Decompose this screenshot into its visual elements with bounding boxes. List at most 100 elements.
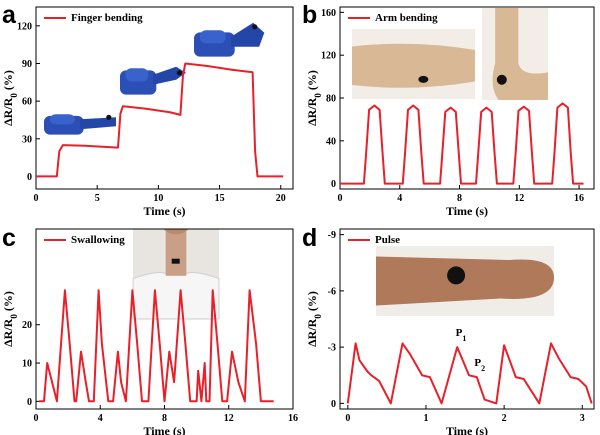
x-tick-label: 1	[423, 413, 428, 424]
x-tick-label: 8	[162, 413, 167, 424]
peak-annotation: P1	[456, 327, 467, 343]
x-tick-label: 2	[502, 413, 507, 424]
y-axis-title-part: (%)	[1, 70, 15, 93]
neck-photo	[132, 229, 220, 320]
x-tick-label: 4	[397, 193, 402, 204]
series-line-c	[39, 289, 274, 403]
y-axis-title-subscript: 0	[9, 314, 19, 319]
y-axis-title-subscript: 0	[313, 93, 323, 98]
y-axis-title-part: (%)	[305, 291, 319, 314]
x-tick-label: 0	[345, 413, 350, 424]
y-axis-title-part: ΔR/R	[305, 97, 319, 126]
legend-label: Swallowing	[71, 234, 125, 246]
finger-photo-half-bent	[120, 66, 186, 95]
finger-photo-straight	[44, 114, 116, 135]
panel-letter: d	[302, 224, 317, 252]
legend-label: Arm bending	[375, 12, 438, 24]
y-tick-label: 120	[17, 21, 32, 32]
y-tick-label: 90	[22, 59, 32, 70]
y-tick-label: 80	[326, 94, 336, 105]
y-axis-title: ΔR/R0 (%)	[305, 291, 323, 347]
x-tick-label: 3	[580, 413, 585, 424]
y-tick-label: 60	[22, 97, 32, 108]
hand-knuckles	[125, 68, 149, 82]
x-axis-title: Time (s)	[446, 204, 488, 218]
panel-letter: c	[2, 224, 16, 252]
x-tick-label: 15	[215, 193, 225, 204]
y-tick-label: 160	[321, 8, 336, 19]
x-axis-title: Time (s)	[143, 204, 185, 218]
x-tick-label: 20	[276, 193, 286, 204]
x-tick-label: 0	[34, 193, 39, 204]
x-tick-label: 4	[98, 413, 103, 424]
finger-photo-bent	[194, 22, 265, 57]
legend-label: Finger bending	[71, 12, 143, 24]
y-axis-title-part: ΔR/R	[1, 97, 15, 126]
sensor-dot	[176, 70, 182, 76]
x-tick-label: 0	[338, 193, 343, 204]
y-tick-label: 0	[27, 397, 32, 408]
series-line-d	[346, 342, 593, 405]
panel-c: c 0 4 8 12 16 0 10 20 Time (s) ΔR/R0 (%) Swallowing	[1, 224, 298, 435]
sensor-dot	[418, 75, 429, 83]
y-axis-title-part: (%)	[305, 70, 319, 93]
hand-knuckles	[49, 114, 75, 125]
y-tick-label: 10	[22, 359, 32, 370]
x-tick-label: 12	[224, 413, 234, 424]
arm-photo-bent	[482, 8, 548, 100]
glove-finger	[153, 66, 186, 85]
wrist-photo	[376, 246, 554, 316]
x-tick-label: 5	[95, 193, 100, 204]
y-axis-title-part: ΔR/R	[305, 318, 319, 347]
y-axis-title-subscript: 0	[313, 314, 323, 319]
shirt	[132, 272, 220, 320]
neck-skin	[165, 229, 187, 276]
y-axis-title: ΔR/R0 (%)	[1, 291, 19, 347]
y-axis-title-part: ΔR/R	[1, 318, 15, 347]
y-tick-label: -3	[328, 343, 336, 354]
y-axis-title: ΔR/R0 (%)	[305, 70, 323, 126]
axes-frame	[339, 228, 595, 410]
y-tick-label: 40	[326, 136, 336, 147]
y-tick-label: 20	[22, 320, 32, 331]
arm-skin	[376, 256, 554, 306]
panel-letter: a	[2, 1, 17, 29]
chin	[163, 229, 189, 235]
y-tick-label: 30	[22, 134, 32, 145]
y-tick-label: 0	[331, 399, 336, 410]
peak-annotation: P2	[474, 357, 485, 373]
y-tick-label: 120	[321, 51, 336, 62]
sensor-dot	[447, 266, 466, 285]
x-tick-label: 10	[153, 193, 163, 204]
axes-frame	[35, 6, 294, 190]
panel-letter: b	[302, 1, 317, 29]
glove-finger	[231, 22, 265, 47]
series-line-a	[36, 62, 284, 178]
series-line-b	[340, 102, 584, 185]
arm-photo-straight	[352, 29, 475, 99]
peak-annotation-main: P	[456, 327, 463, 339]
y-tick-label: -9	[328, 230, 336, 241]
y-tick-label: 0	[27, 172, 32, 183]
x-tick-label: 8	[457, 193, 462, 204]
peak-annotation-subscript: 2	[481, 363, 485, 372]
glove-finger	[80, 117, 116, 130]
y-axis-title-subscript: 0	[9, 93, 19, 98]
sensor-dot	[106, 114, 112, 120]
arm-skin	[492, 8, 548, 100]
peak-annotation-main: P	[474, 357, 481, 369]
sensor-dot	[171, 258, 180, 264]
x-axis-title: Time (s)	[143, 424, 185, 435]
y-tick-label: 0	[331, 179, 336, 190]
y-tick-label: -6	[328, 286, 336, 297]
y-axis-title: ΔR/R0 (%)	[1, 70, 19, 126]
x-tick-label: 16	[288, 413, 298, 424]
y-axis-title-part: (%)	[1, 291, 15, 314]
x-tick-label: 12	[514, 193, 524, 204]
x-tick-label: 16	[574, 193, 584, 204]
x-axis-title: Time (s)	[446, 424, 488, 435]
